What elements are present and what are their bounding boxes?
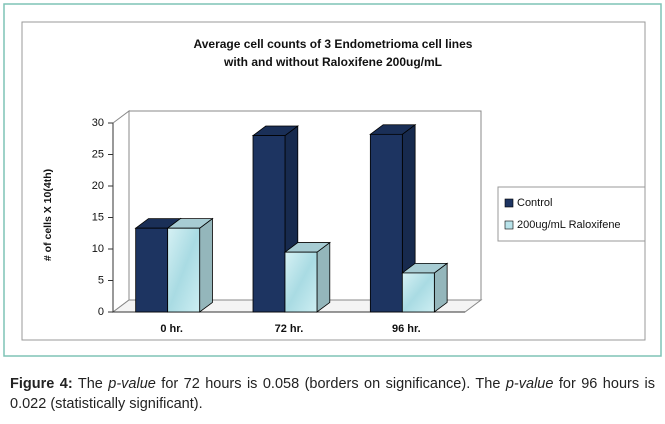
bar <box>401 272 435 313</box>
bar-side <box>316 241 331 313</box>
bar <box>284 251 318 313</box>
bar <box>252 135 286 313</box>
y-tick-label: 20 <box>92 180 104 192</box>
caption-text: p-value <box>108 376 156 392</box>
bar <box>167 227 201 313</box>
legend-swatch <box>504 220 514 230</box>
legend-label: 200ug/mL Raloxifene <box>517 219 621 231</box>
y-tick-label: 15 <box>92 211 104 223</box>
bar <box>369 133 403 313</box>
caption-text: for 72 hours is 0.058 (borders on signif… <box>155 376 506 392</box>
caption-text: for 96 hours is 0.022 (statistically sig… <box>10 376 655 412</box>
x-tick-label: 72 hr. <box>275 323 304 335</box>
caption-label: Figure 4: <box>10 376 73 392</box>
chart-title: with and without Raloxifene 200ug/mL <box>223 55 442 69</box>
x-tick-label: 96 hr. <box>392 323 421 335</box>
legend-label: Control <box>517 197 552 209</box>
side-wall <box>112 110 130 313</box>
y-tick-label: 5 <box>98 274 104 286</box>
y-axis-label: # of cells X 10(4th) <box>42 169 54 261</box>
chart-title: Average cell counts of 3 Endometrioma ce… <box>194 37 473 51</box>
legend-swatch <box>504 198 514 208</box>
caption: Figure 4: The p-value for 72 hours is 0.… <box>10 374 655 414</box>
y-tick-label: 25 <box>92 148 104 160</box>
chart: Average cell counts of 3 Endometrioma ce… <box>3 3 662 357</box>
caption-text: p-value <box>505 376 554 392</box>
y-tick-label: 30 <box>92 117 104 129</box>
bar-side <box>199 217 213 313</box>
x-tick-label: 0 hr. <box>160 323 183 335</box>
bar <box>135 227 169 313</box>
caption-text: The <box>72 376 109 392</box>
legend-box <box>497 186 646 242</box>
y-tick-label: 10 <box>92 243 104 255</box>
y-tick-label: 0 <box>98 306 104 318</box>
